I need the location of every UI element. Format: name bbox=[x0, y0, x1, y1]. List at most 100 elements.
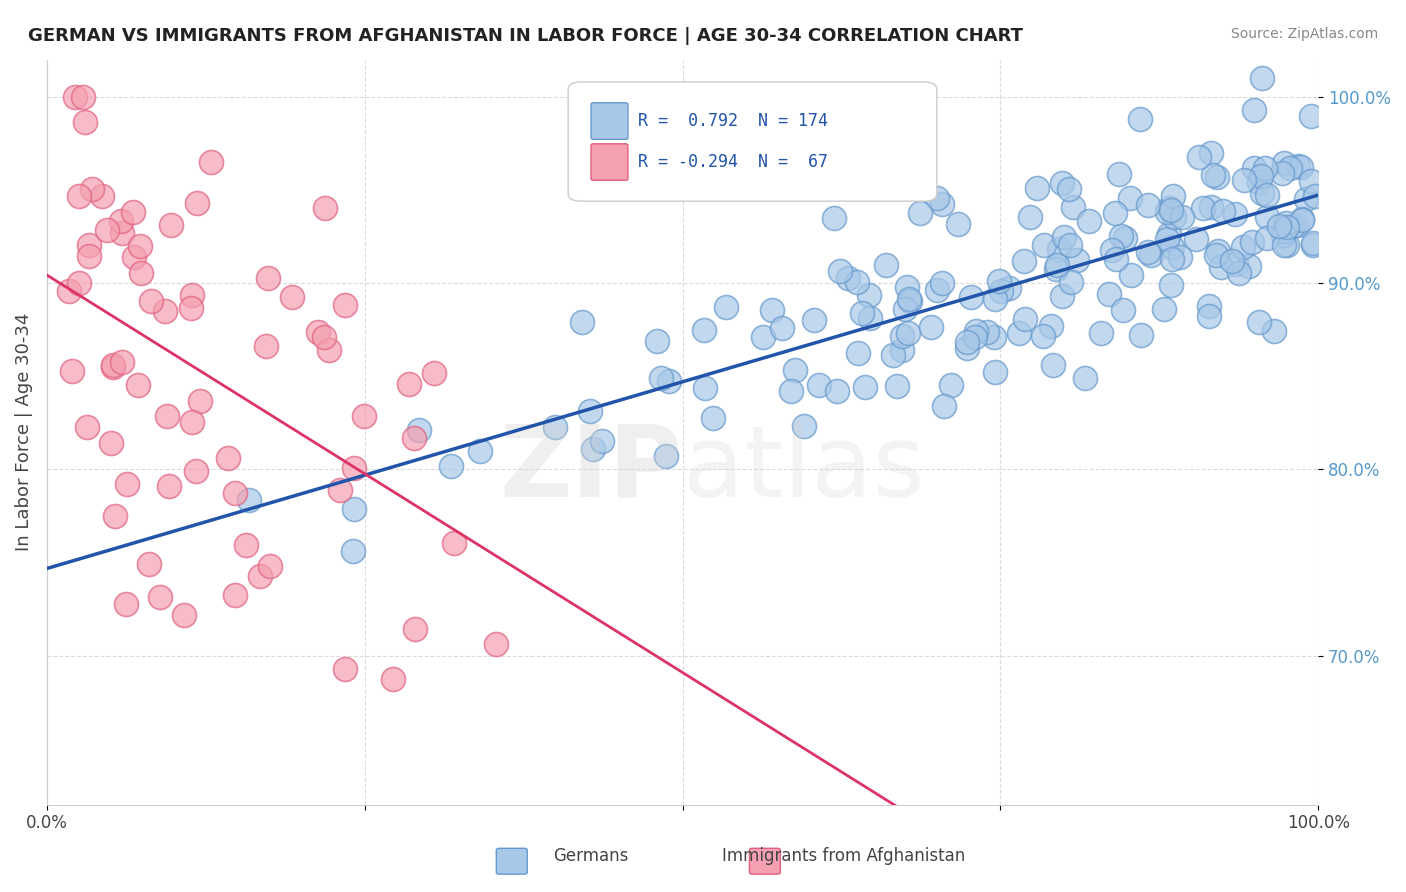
Point bbox=[1295, 192, 1317, 206]
Point bbox=[82, 182, 104, 196]
Point bbox=[224, 588, 246, 602]
Point bbox=[780, 384, 803, 398]
Point bbox=[1247, 175, 1270, 189]
Point bbox=[934, 399, 956, 413]
Point bbox=[1160, 277, 1182, 292]
Point bbox=[1053, 230, 1076, 244]
Point bbox=[402, 431, 425, 445]
Point bbox=[181, 415, 204, 429]
Point bbox=[1286, 160, 1309, 174]
Point bbox=[1014, 311, 1036, 326]
Point bbox=[1275, 220, 1298, 235]
Point bbox=[122, 205, 145, 219]
Point bbox=[1062, 200, 1084, 214]
Point bbox=[891, 343, 914, 357]
Text: R =  0.792  N = 174: R = 0.792 N = 174 bbox=[638, 112, 828, 130]
Point bbox=[1222, 253, 1244, 268]
Point bbox=[1233, 173, 1256, 187]
FancyBboxPatch shape bbox=[591, 144, 628, 180]
Point bbox=[808, 377, 831, 392]
Point bbox=[343, 501, 366, 516]
Point bbox=[1274, 216, 1296, 230]
Point bbox=[184, 464, 207, 478]
Point bbox=[1289, 161, 1312, 175]
Point bbox=[714, 300, 737, 314]
Point bbox=[1032, 237, 1054, 252]
Point bbox=[111, 227, 134, 241]
Point bbox=[200, 154, 222, 169]
Point bbox=[882, 348, 904, 362]
Text: ZIP: ZIP bbox=[499, 421, 682, 518]
Point bbox=[890, 328, 912, 343]
Point bbox=[238, 492, 260, 507]
Point bbox=[1256, 231, 1278, 245]
Point bbox=[837, 271, 859, 285]
Point bbox=[314, 201, 336, 215]
Point bbox=[1237, 260, 1260, 274]
Point bbox=[280, 290, 302, 304]
Point bbox=[115, 598, 138, 612]
Point bbox=[1039, 318, 1062, 333]
Point bbox=[440, 458, 463, 473]
Text: Source: ZipAtlas.com: Source: ZipAtlas.com bbox=[1230, 27, 1378, 41]
Point bbox=[897, 292, 920, 306]
Point bbox=[224, 486, 246, 500]
Point bbox=[1299, 174, 1322, 188]
Point bbox=[825, 384, 848, 398]
Point bbox=[960, 290, 983, 304]
Text: R = -0.294  N =  67: R = -0.294 N = 67 bbox=[638, 153, 828, 171]
Point bbox=[1198, 310, 1220, 324]
Point bbox=[318, 343, 340, 357]
Point bbox=[931, 276, 953, 290]
Point bbox=[1275, 238, 1298, 252]
Point bbox=[650, 371, 672, 385]
Point bbox=[1077, 213, 1099, 227]
Point bbox=[693, 381, 716, 395]
Point bbox=[1025, 181, 1047, 195]
Point bbox=[117, 476, 139, 491]
Point bbox=[543, 420, 565, 434]
Point bbox=[257, 271, 280, 285]
Point bbox=[1105, 252, 1128, 266]
Point bbox=[1157, 227, 1180, 241]
Point bbox=[1274, 224, 1296, 238]
Point bbox=[1192, 201, 1215, 215]
Point bbox=[342, 543, 364, 558]
Point bbox=[1205, 248, 1227, 262]
Point bbox=[858, 288, 880, 302]
Point bbox=[1240, 235, 1263, 249]
Text: Germans: Germans bbox=[553, 847, 628, 865]
Point bbox=[897, 326, 920, 340]
Point bbox=[925, 190, 948, 204]
Point bbox=[803, 312, 825, 326]
Point bbox=[104, 508, 127, 523]
Point bbox=[67, 276, 90, 290]
Point bbox=[582, 442, 605, 457]
Point bbox=[160, 218, 183, 232]
Point bbox=[1272, 238, 1295, 252]
Point bbox=[886, 379, 908, 393]
FancyBboxPatch shape bbox=[568, 82, 936, 202]
Point bbox=[1098, 286, 1121, 301]
Point bbox=[859, 311, 882, 326]
Point bbox=[965, 324, 987, 338]
FancyBboxPatch shape bbox=[591, 103, 628, 139]
Point bbox=[1263, 324, 1285, 338]
Point bbox=[329, 483, 352, 498]
Point bbox=[157, 479, 180, 493]
Point bbox=[1128, 112, 1150, 126]
Point bbox=[1302, 236, 1324, 251]
Point bbox=[382, 673, 405, 687]
Point bbox=[1171, 211, 1194, 225]
Point bbox=[180, 301, 202, 315]
Point bbox=[654, 449, 676, 463]
Point bbox=[173, 607, 195, 622]
Point bbox=[1212, 203, 1234, 218]
Point bbox=[770, 321, 793, 335]
Point bbox=[110, 214, 132, 228]
Point bbox=[752, 330, 775, 344]
Point bbox=[1160, 252, 1182, 267]
Point bbox=[983, 292, 1005, 306]
Point bbox=[591, 434, 613, 449]
Point bbox=[1163, 188, 1185, 202]
